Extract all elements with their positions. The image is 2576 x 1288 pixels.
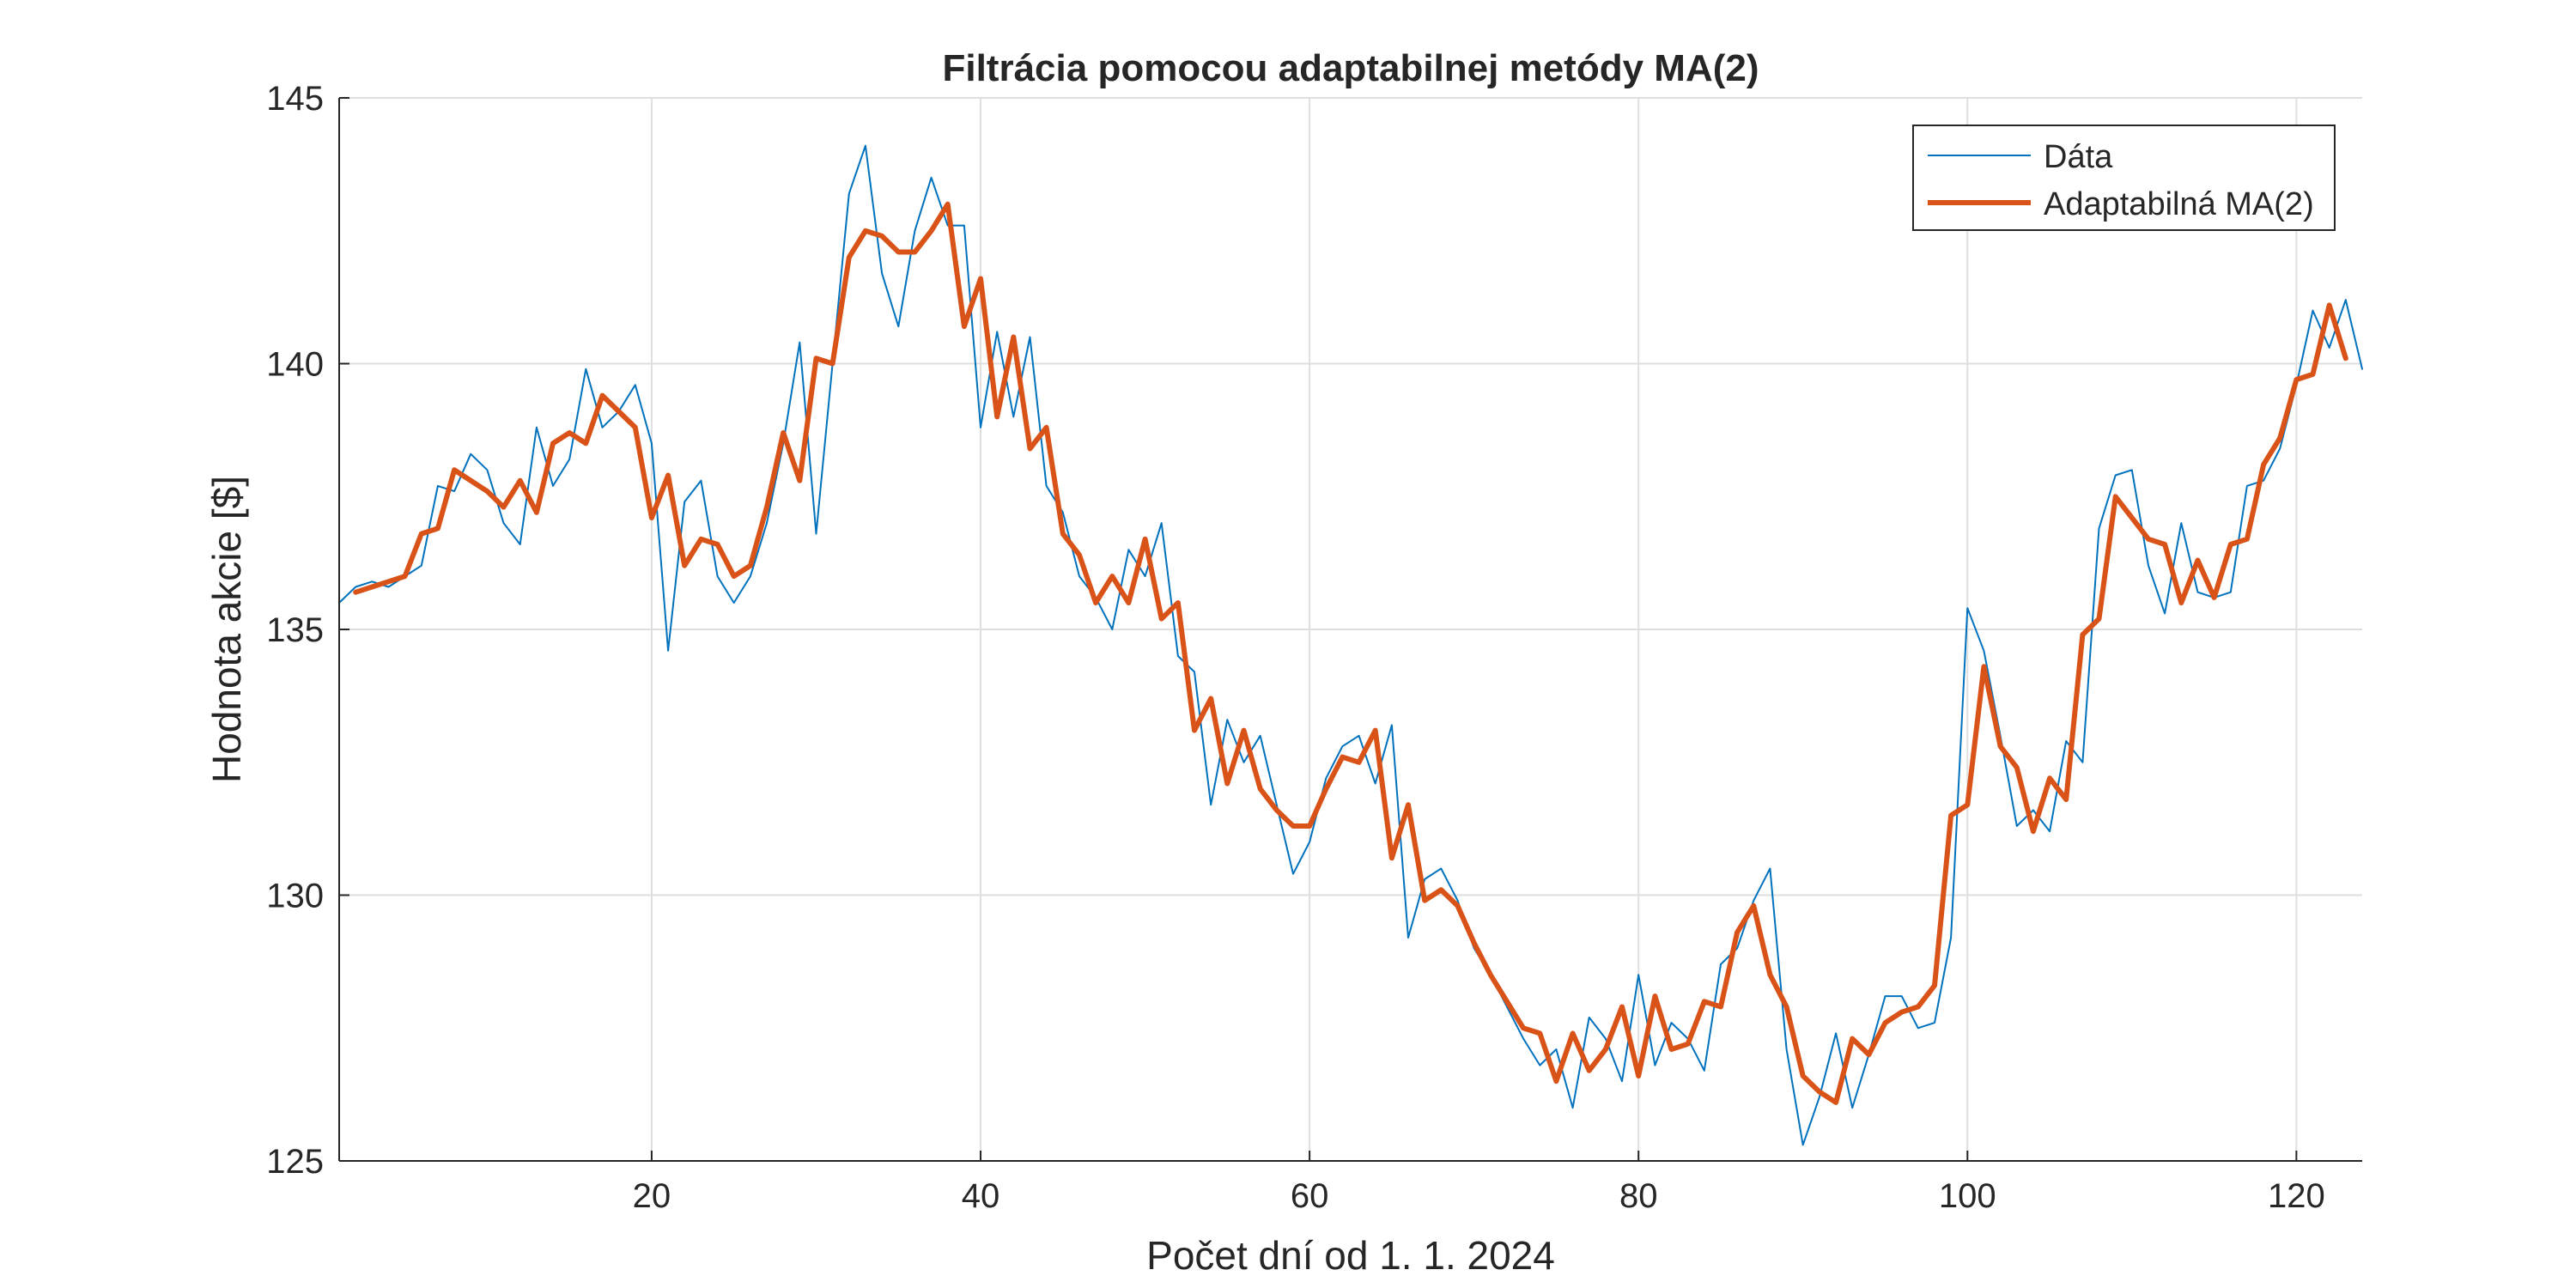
x-axis-label: Počet dní od 1. 1. 2024 [1146,1233,1555,1278]
series-line-data [338,144,2363,1146]
series-layer [338,144,2363,1146]
y-tick-label: 130 [266,878,324,915]
legend-box [1912,125,2336,231]
y-tick-label: 125 [266,1143,324,1181]
x-tick-label: 120 [2268,1177,2325,1215]
x-tick-label: 60 [1291,1177,1329,1215]
legend: Dáta Adaptabilná MA(2) [1912,125,2336,231]
y-axis-label: Hodnota akcie [$] [204,476,249,783]
x-tick-label: 100 [1939,1177,1996,1215]
axes [338,97,2362,1162]
x-tick-label: 40 [962,1177,1000,1215]
y-tick-label: 140 [266,346,324,384]
x-tick-label: 80 [1619,1177,1658,1215]
y-tick-label: 135 [266,611,324,649]
y-tick-label: 145 [266,80,324,118]
x-tick-label: 20 [633,1177,671,1215]
legend-label-data: Dáta [2044,139,2113,175]
tick-labels: 20 40 60 80 100 120 125 130 135 140 145 [266,80,2325,1215]
series-line-ma [353,201,2348,1105]
chart-title: Filtrácia pomocou adaptabilnej metódy MA… [942,47,1759,89]
legend-label-ma: Adaptabilná MA(2) [2044,186,2314,222]
